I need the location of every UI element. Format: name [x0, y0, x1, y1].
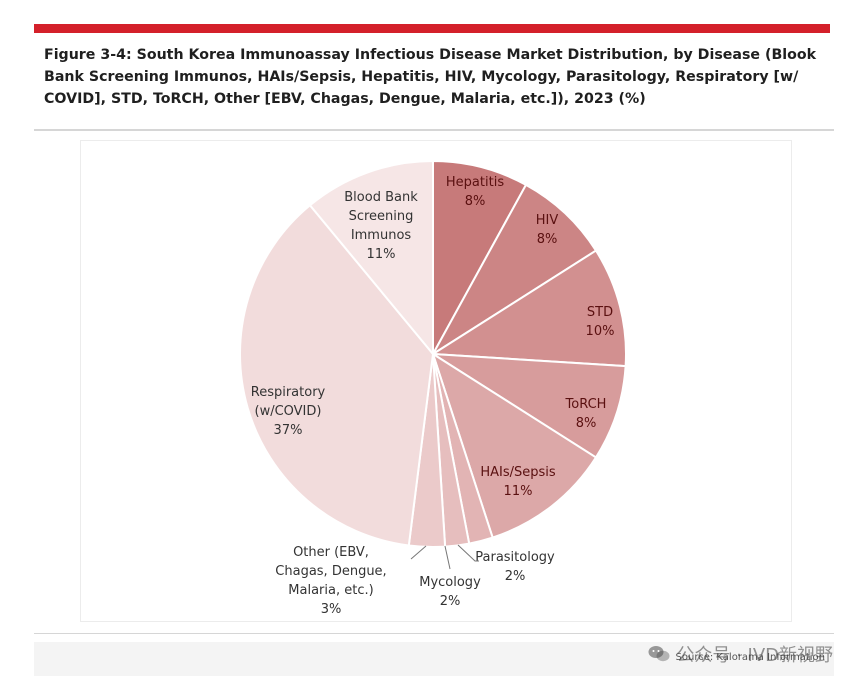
top-accent-bar [34, 24, 830, 33]
source-note: Source: Kalorama Information [675, 652, 825, 663]
pie-slice [432, 159, 528, 355]
pie-slice [431, 351, 598, 539]
leader-line [410, 545, 427, 560]
slice-label: Blood Bank Screening Immunos 11% [344, 190, 418, 262]
pie-slices [239, 159, 627, 548]
pie-slice [432, 353, 627, 459]
pie-slice [239, 203, 435, 547]
pie-chart: Hepatitis 8% HIV 8% STD 10% ToRCH 8% HAIs/Sepsis… [239, 159, 627, 617]
leader-line [444, 545, 451, 570]
slice-label: Parasitology 2% [475, 550, 555, 584]
pie-slice [432, 183, 598, 355]
leader-line [457, 544, 479, 562]
slice-label: Respiratory (w/COVID) 37% [251, 385, 326, 438]
slice-label: HAIs/Sepsis 11% [480, 465, 556, 499]
watermark: 公众号 · IVD新视野 [648, 641, 833, 667]
chart-frame: Hepatitis 8% HIV 8% STD 10% ToRCH 8% HAIs/Sepsis… [80, 140, 792, 622]
pie-slice [308, 159, 434, 357]
slice-labels: Hepatitis 8% HIV 8% STD 10% ToRCH 8% HAIs/Sepsis… [251, 175, 615, 617]
slice-label: STD 10% [586, 305, 615, 339]
pie-slice [429, 249, 627, 368]
footer-divider [34, 633, 834, 634]
slice-label: ToRCH 8% [565, 397, 607, 431]
slice-label: Hepatitis 8% [446, 175, 504, 209]
footer-band [34, 642, 834, 676]
title-divider [34, 129, 834, 131]
slice-label: Other (EBV, Chagas, Dengue, Malaria, etc.)… [275, 545, 386, 617]
figure-title: Figure 3-4: South Korea Immunoassay Infe… [44, 47, 817, 107]
wechat-icon [648, 646, 670, 662]
slice-label: Mycology 2% [419, 575, 481, 609]
slice-label: HIV 8% [536, 213, 559, 247]
watermark-text: 公众号 · IVD新视野 [676, 645, 833, 666]
